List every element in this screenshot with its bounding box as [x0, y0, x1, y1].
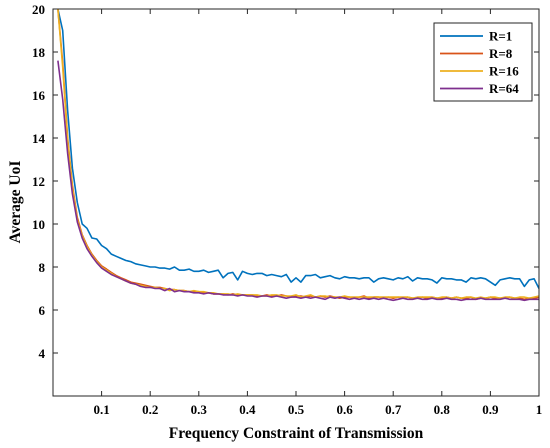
series-line-r-64: [57, 60, 539, 302]
y-axis-title: Average UoI: [7, 161, 24, 244]
x-axis-title: Frequency Constraint of Transmission: [169, 425, 424, 442]
y-tick-label: 14: [32, 131, 46, 146]
legend-label: R=8: [489, 46, 513, 61]
y-tick-label: 20: [32, 2, 45, 17]
x-tick-label: 0.1: [93, 402, 109, 417]
legend-label: R=64: [489, 81, 519, 96]
tick-layer: 0.1 0.2 0.3 0.4 0.5 0.6 0.7 0.8 0.9 1468101214161…: [32, 2, 542, 417]
x-tick-label: 0.6: [336, 402, 353, 417]
x-tick-label: 0.8: [434, 402, 451, 417]
series-layer: [57, 8, 540, 302]
x-tick-label: 0.9: [482, 402, 499, 417]
legend-label: R=16: [489, 64, 519, 79]
x-tick-label: 0.7: [385, 402, 402, 417]
x-tick-label: 0.4: [239, 402, 256, 417]
x-tick-label: 0.3: [191, 402, 208, 417]
y-tick-label: 10: [32, 217, 45, 232]
y-tick-label: 12: [32, 174, 45, 189]
y-tick-label: 16: [32, 88, 46, 103]
y-tick-label: 8: [39, 260, 46, 275]
y-tick-label: 4: [39, 346, 46, 361]
x-tick-label: 0.5: [288, 402, 305, 417]
legend: R=1 R=8 R=16 R=64: [433, 22, 533, 102]
legend-label: R=1: [489, 29, 512, 44]
y-tick-label: 6: [39, 303, 46, 318]
series-line-r-1: [57, 8, 540, 289]
y-tick-label: 18: [32, 45, 46, 60]
x-tick-label: 1: [536, 402, 543, 417]
x-tick-label: 0.2: [142, 402, 158, 417]
